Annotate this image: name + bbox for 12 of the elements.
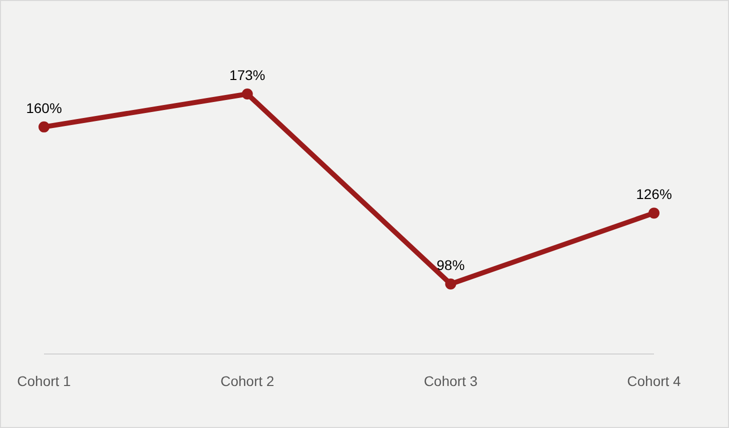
x-tick-label: Cohort 2 xyxy=(220,372,274,389)
point xyxy=(445,278,456,290)
data-label: 98% xyxy=(436,257,465,273)
point xyxy=(242,88,253,100)
x-tick-label: Cohort 4 xyxy=(627,372,682,389)
point xyxy=(648,208,660,219)
data-label: 160% xyxy=(26,100,62,116)
point xyxy=(38,121,50,132)
data-label: 173% xyxy=(229,67,266,83)
data-label: 126% xyxy=(636,186,672,202)
x-tick-label: Cohort 1 xyxy=(17,372,72,389)
x-tick-label: Cohort 3 xyxy=(424,372,478,389)
